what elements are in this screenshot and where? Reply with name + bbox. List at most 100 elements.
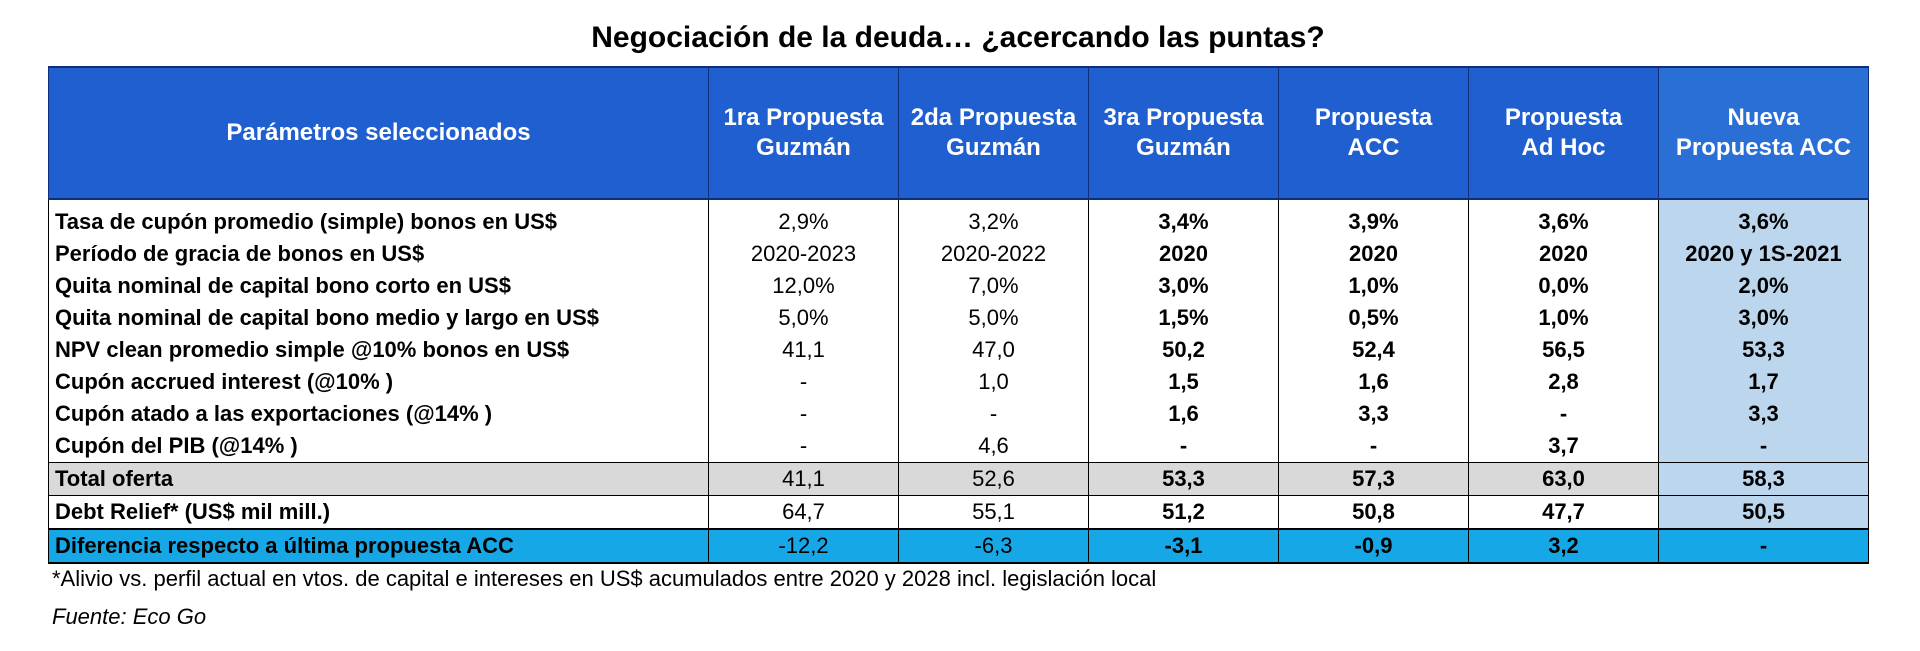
table-cell: 2020-2023: [708, 238, 899, 270]
source-note: Fuente: Eco Go: [52, 604, 207, 629]
table-row: Quita nominal de capital bono corto en U…: [48, 270, 1869, 302]
table-cell: 1,7: [1658, 366, 1869, 398]
table-cell: 3,0%: [1658, 302, 1869, 334]
table-cell: 3,2%: [898, 199, 1089, 238]
table-cell: 2,8: [1468, 366, 1659, 398]
page-title: Negociación de la deuda… ¿acercando las …: [48, 12, 1868, 64]
table-cell: 2,0%: [1658, 270, 1869, 302]
table-cell: 50,5: [1658, 495, 1869, 530]
table-cell: 1,6: [1278, 366, 1469, 398]
table-cell: 58,3: [1658, 462, 1869, 496]
comparison-table: Parámetros seleccionados 1ra Propuesta Gu…: [48, 66, 1869, 564]
table-cell: -0,9: [1278, 528, 1469, 564]
table-cell: 1,0%: [1278, 270, 1469, 302]
header-propuesta-acc: Propuesta ACC: [1278, 66, 1469, 200]
row-label: Cupón accrued interest (@10% ): [48, 366, 709, 398]
row-label: Tasa de cupón promedio (simple) bonos en…: [48, 199, 709, 238]
table-cell: -: [1088, 430, 1279, 463]
table-row: Cupón accrued interest (@10% ) - 1,0 1,5…: [48, 366, 1869, 398]
header-2da-propuesta: 2da Propuesta Guzmán: [898, 66, 1089, 200]
table-cell: 1,6: [1088, 398, 1279, 430]
table-cell: 53,3: [1088, 462, 1279, 496]
table-cell: 3,7: [1468, 430, 1659, 463]
table-cell: 3,9%: [1278, 199, 1469, 238]
table-cell: -: [1658, 430, 1869, 463]
difference-row: Diferencia respecto a última propuesta A…: [48, 528, 1869, 564]
table-cell: 47,0: [898, 334, 1089, 366]
header-1ra-propuesta: 1ra Propuesta Guzmán: [708, 66, 899, 200]
table-cell: 3,3: [1278, 398, 1469, 430]
footnote: *Alivio vs. perfil actual en vtos. de ca…: [52, 566, 1157, 591]
table-cell: 1,0: [898, 366, 1089, 398]
table-row: Período de gracia de bonos en US$ 2020-2…: [48, 238, 1869, 270]
table-cell: 52,6: [898, 462, 1089, 496]
table-cell: 5,0%: [898, 302, 1089, 334]
table-cell: -: [708, 366, 899, 398]
table-cell: 3,0%: [1088, 270, 1279, 302]
header-nueva-propuesta-acc: Nueva Propuesta ACC: [1658, 66, 1869, 200]
header-3ra-propuesta: 3ra Propuesta Guzmán: [1088, 66, 1279, 200]
row-label: Diferencia respecto a última propuesta A…: [48, 528, 709, 564]
table-cell: 41,1: [708, 334, 899, 366]
table-cell: 2020: [1278, 238, 1469, 270]
table-cell: 3,6%: [1468, 199, 1659, 238]
table-cell: -: [1658, 528, 1869, 564]
table-cell: 3,2: [1468, 528, 1659, 564]
table-cell: -6,3: [898, 528, 1089, 564]
table-cell: 2020: [1088, 238, 1279, 270]
header-parametros: Parámetros seleccionados: [48, 66, 709, 200]
table-cell: 2020 y 1S-2021: [1658, 238, 1869, 270]
row-label: NPV clean promedio simple @10% bonos en …: [48, 334, 709, 366]
table-row: Quita nominal de capital bono medio y la…: [48, 302, 1869, 334]
table-cell: 4,6: [898, 430, 1089, 463]
table-cell: 12,0%: [708, 270, 899, 302]
table-cell: -: [1278, 430, 1469, 463]
table-cell: 1,0%: [1468, 302, 1659, 334]
table-cell: 57,3: [1278, 462, 1469, 496]
total-row: Total oferta 41,1 52,6 53,3 57,3 63,0 58…: [48, 462, 1869, 496]
table-cell: 55,1: [898, 495, 1089, 530]
row-label: Período de gracia de bonos en US$: [48, 238, 709, 270]
table-cell: 3,4%: [1088, 199, 1279, 238]
row-label: Total oferta: [48, 462, 709, 496]
table-cell: 0,0%: [1468, 270, 1659, 302]
table-row: Tasa de cupón promedio (simple) bonos en…: [48, 199, 1869, 238]
table-cell: -3,1: [1088, 528, 1279, 564]
table-cell: 1,5%: [1088, 302, 1279, 334]
table-cell: 47,7: [1468, 495, 1659, 530]
table-cell: 3,3: [1658, 398, 1869, 430]
table-cell: 2020-2022: [898, 238, 1089, 270]
table-cell: 41,1: [708, 462, 899, 496]
table-cell: 7,0%: [898, 270, 1089, 302]
table-cell: -: [708, 430, 899, 463]
row-label: Quita nominal de capital bono medio y la…: [48, 302, 709, 334]
table-cell: 56,5: [1468, 334, 1659, 366]
row-label: Cupón del PIB (@14% ): [48, 430, 709, 463]
table-cell: 50,8: [1278, 495, 1469, 530]
table-cell: 50,2: [1088, 334, 1279, 366]
table-cell: 1,5: [1088, 366, 1279, 398]
table-row: Cupón atado a las exportaciones (@14% ) …: [48, 398, 1869, 430]
table-cell: 63,0: [1468, 462, 1659, 496]
header-propuesta-adhoc: Propuesta Ad Hoc: [1468, 66, 1659, 200]
table-cell: 52,4: [1278, 334, 1469, 366]
table-cell: 0,5%: [1278, 302, 1469, 334]
table-row: Cupón del PIB (@14% ) - 4,6 - - 3,7 -: [48, 430, 1869, 463]
table-cell: -: [898, 398, 1089, 430]
table-cell: 3,6%: [1658, 199, 1869, 238]
table-cell: -: [1468, 398, 1659, 430]
table-cell: -12,2: [708, 528, 899, 564]
table-cell: 51,2: [1088, 495, 1279, 530]
table-cell: 64,7: [708, 495, 899, 530]
row-label: Cupón atado a las exportaciones (@14% ): [48, 398, 709, 430]
debt-relief-row: Debt Relief* (US$ mil mill.) 64,7 55,1 5…: [48, 495, 1869, 530]
table-cell: 53,3: [1658, 334, 1869, 366]
header-row: Parámetros seleccionados 1ra Propuesta Gu…: [48, 66, 1869, 200]
table-cell: 5,0%: [708, 302, 899, 334]
table-cell: 2020: [1468, 238, 1659, 270]
row-label: Debt Relief* (US$ mil mill.): [48, 495, 709, 530]
table-cell: -: [708, 398, 899, 430]
table-row: NPV clean promedio simple @10% bonos en …: [48, 334, 1869, 366]
table-cell: 2,9%: [708, 199, 899, 238]
